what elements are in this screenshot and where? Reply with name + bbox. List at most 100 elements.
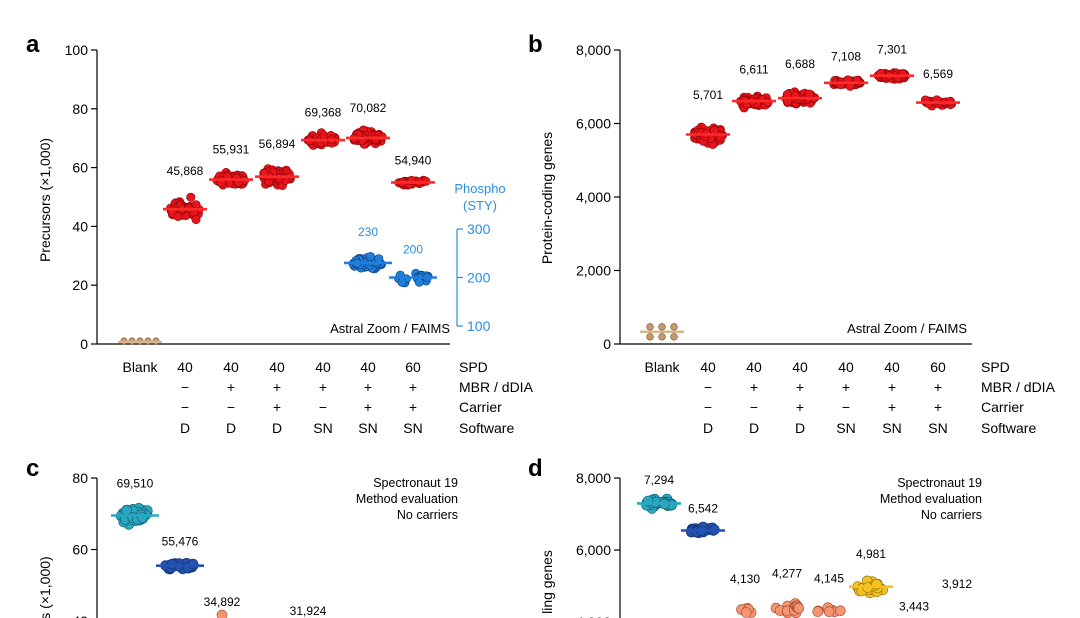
panel-b: b Protein-coding genes 0 2,000 4,000 6,000 8… — [528, 31, 972, 352]
panel-b-carrier-cell: + — [796, 399, 804, 415]
panel-a-x-table: Blank 40 40 40 40 40 60 SPD − + + + + + MBR / dDIA − − + −… — [122, 359, 533, 436]
panel-c: c s (×1,000) 80 60 40 69,510 55,476 34,892 31… — [26, 455, 458, 618]
panel-a-software-cell: SN — [403, 420, 422, 436]
panel-a-software-cell: D — [180, 420, 190, 436]
panel-d-group-4-point — [812, 606, 824, 617]
panel-d-group-3-value-label: 4,277 — [772, 567, 802, 581]
panel-b-spd-cell: 40 — [838, 359, 854, 375]
panel-c-group-0-value-label: 69,510 — [117, 476, 154, 490]
panel-d-group-4-value-label: 4,145 — [814, 571, 844, 585]
panel-c-ytick-label: 60 — [72, 542, 88, 558]
panel-b-spd-cell: 40 — [884, 359, 900, 375]
panel-a-group-5-value-label: 70,082 — [350, 101, 387, 115]
panel-a-software-cell: SN — [313, 420, 332, 436]
panel-b-software-cell: D — [749, 420, 759, 436]
panel-b-blank-point — [646, 323, 654, 331]
panel-b-software-cell: SN — [836, 420, 855, 436]
panel-a-group-2-value-label: 55,931 — [213, 142, 250, 156]
panel-a-mbr-row-label: MBR / dDIA — [459, 379, 534, 395]
panel-c-note-1: Spectronaut 19 — [373, 476, 458, 490]
panel-a-software-row-label: Software — [459, 420, 514, 436]
panel-a-group-1-point — [173, 211, 183, 221]
phospho-group-1-value-label: 200 — [403, 242, 423, 256]
panel-a-mbr-cell: + — [227, 379, 235, 395]
panel-a-mbr-cell: + — [319, 379, 327, 395]
panel-d-group-2-point — [740, 607, 752, 618]
panel-a-spd-cell: 40 — [360, 359, 376, 375]
panel-c-note-3: No carriers — [397, 508, 458, 522]
panel-a-mbr-cell: + — [273, 379, 281, 395]
panel-c-group-1-point — [187, 558, 199, 570]
panel-d-letter: d — [528, 455, 543, 482]
panel-a-carrier-cell: − — [319, 399, 327, 415]
panel-d-group-0-value-label: 7,294 — [644, 473, 674, 487]
panel-d-ylabel: ling genes — [539, 550, 555, 614]
panel-a-ytick-label: 40 — [72, 218, 88, 234]
phospho-tick-label: 300 — [467, 221, 491, 237]
phospho-title-line1: Phospho — [454, 181, 505, 196]
panel-a-letter: a — [26, 31, 40, 58]
panel-b-ylabel: Protein-coding genes — [539, 132, 555, 264]
panel-c-group-0-point — [137, 512, 148, 523]
panel-a-software-cell: SN — [358, 420, 377, 436]
panel-d-group-3-point — [793, 602, 805, 614]
panel-c-group-2-value-label: 34,892 — [204, 595, 241, 609]
panel-c-ylabel: s (×1,000) — [37, 556, 53, 618]
panel-a-software-cell: D — [226, 420, 236, 436]
panel-a-group-1-point — [191, 215, 201, 225]
panel-b-software-cell: SN — [882, 420, 901, 436]
panel-b-mbr-cell: + — [842, 379, 850, 395]
phospho-title-line2: (STY) — [463, 198, 497, 213]
panel-b-group-2-point — [763, 97, 773, 107]
panel-b-group-5-value-label: 7,301 — [877, 43, 907, 57]
panel-a-spd-cell: 40 — [315, 359, 331, 375]
panel-a-software-cell: D — [272, 420, 282, 436]
panel-d-group-6-value-label: 3,443 — [899, 599, 929, 613]
panel-a-carrier-cell: + — [409, 399, 417, 415]
panel-a-carrier-cell: − — [181, 399, 189, 415]
panel-c-ytick-label: 80 — [72, 470, 88, 486]
phospho-group-1-point — [397, 277, 407, 287]
panel-a-spd-cell: 60 — [405, 359, 421, 375]
panel-d-group-4-point — [823, 606, 835, 618]
panel-b-carrier-cell: − — [750, 399, 758, 415]
panel-a-group-1-point — [186, 192, 196, 202]
panel-c-group-1-value-label: 55,476 — [162, 535, 199, 549]
panel-b-mbr-cell: + — [888, 379, 896, 395]
panel-a-ytick-label: 80 — [72, 101, 88, 117]
panel-c-ytick-label: 40 — [72, 613, 88, 618]
panel-b-blank-point — [670, 323, 678, 331]
phospho-tick-label: 100 — [467, 318, 491, 334]
panel-b-mbr-cell: + — [750, 379, 758, 395]
panel-a-annotation: Astral Zoom / FAIMS — [330, 321, 450, 336]
panel-b-carrier-cell: − — [842, 399, 850, 415]
panel-b-software-cell: SN — [928, 420, 947, 436]
panel-b-blank-point — [658, 333, 666, 341]
phospho-tick-label: 200 — [467, 270, 491, 286]
panel-b-mbr-row-label: MBR / dDIA — [981, 379, 1056, 395]
panel-d-group-1-value-label: 6,542 — [688, 501, 718, 515]
panel-b-group-6-value-label: 6,569 — [923, 67, 953, 81]
panel-b-annotation: Astral Zoom / FAIMS — [847, 321, 967, 336]
panel-a-carrier-cell: + — [273, 399, 281, 415]
panel-a-spd-cell: 40 — [223, 359, 239, 375]
panel-c-group-3-value-label: 31,924 — [290, 604, 327, 618]
panel-a-spd-cell: 40 — [177, 359, 193, 375]
panel-b-spd-cell: 40 — [792, 359, 808, 375]
panel-a-spd-cell: 40 — [269, 359, 285, 375]
panel-b-ytick-label: 6,000 — [576, 116, 611, 132]
panel-b-blank-point — [646, 333, 654, 341]
panel-a-spd-row-label: SPD — [459, 359, 488, 375]
phospho-group-1-point — [414, 277, 424, 287]
panel-b-mbr-cell: + — [934, 379, 942, 395]
panel-d-ytick-label: 8,000 — [576, 470, 611, 486]
panel-b-group-2-value-label: 6,611 — [739, 63, 768, 77]
panel-a-ytick-label: 20 — [72, 277, 88, 293]
panel-b-carrier-cell: + — [934, 399, 942, 415]
panel-b-group-3-value-label: 6,688 — [785, 57, 815, 71]
panel-b-software-cell: D — [795, 420, 805, 436]
panel-a-ytick-label: 0 — [80, 336, 88, 352]
panel-a-mbr-cell: + — [364, 379, 372, 395]
panel-b-group-4-value-label: 7,108 — [831, 50, 861, 64]
panel-a-group-4-value-label: 69,368 — [305, 106, 342, 120]
